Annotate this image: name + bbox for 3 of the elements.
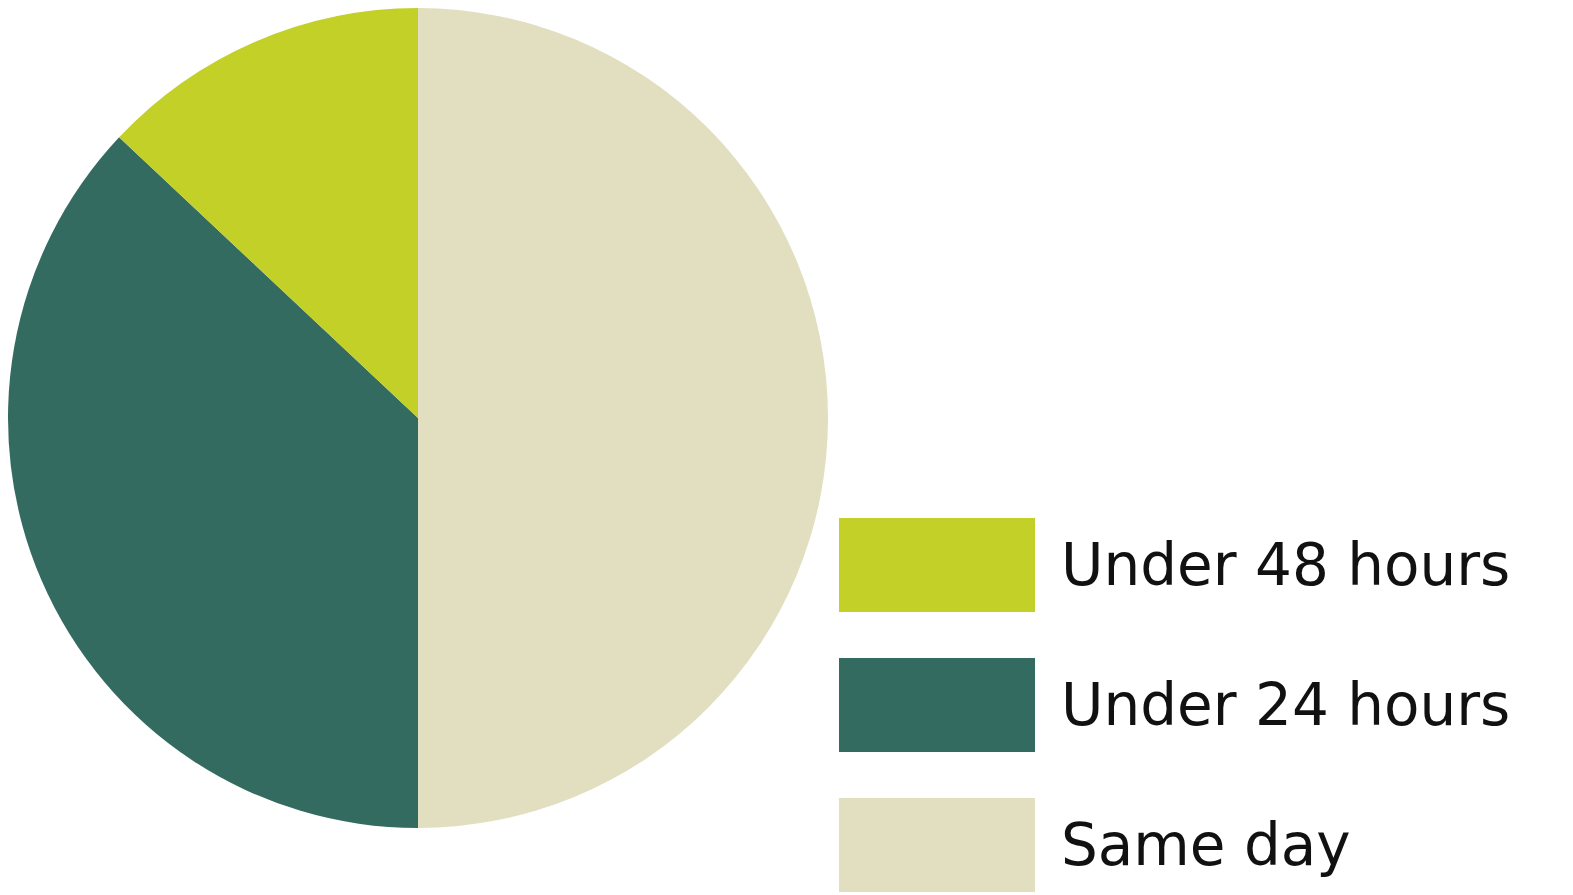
legend-label: Same day (1061, 811, 1351, 879)
legend-label: Under 48 hours (1061, 531, 1511, 599)
legend-label: Under 24 hours (1061, 671, 1511, 739)
